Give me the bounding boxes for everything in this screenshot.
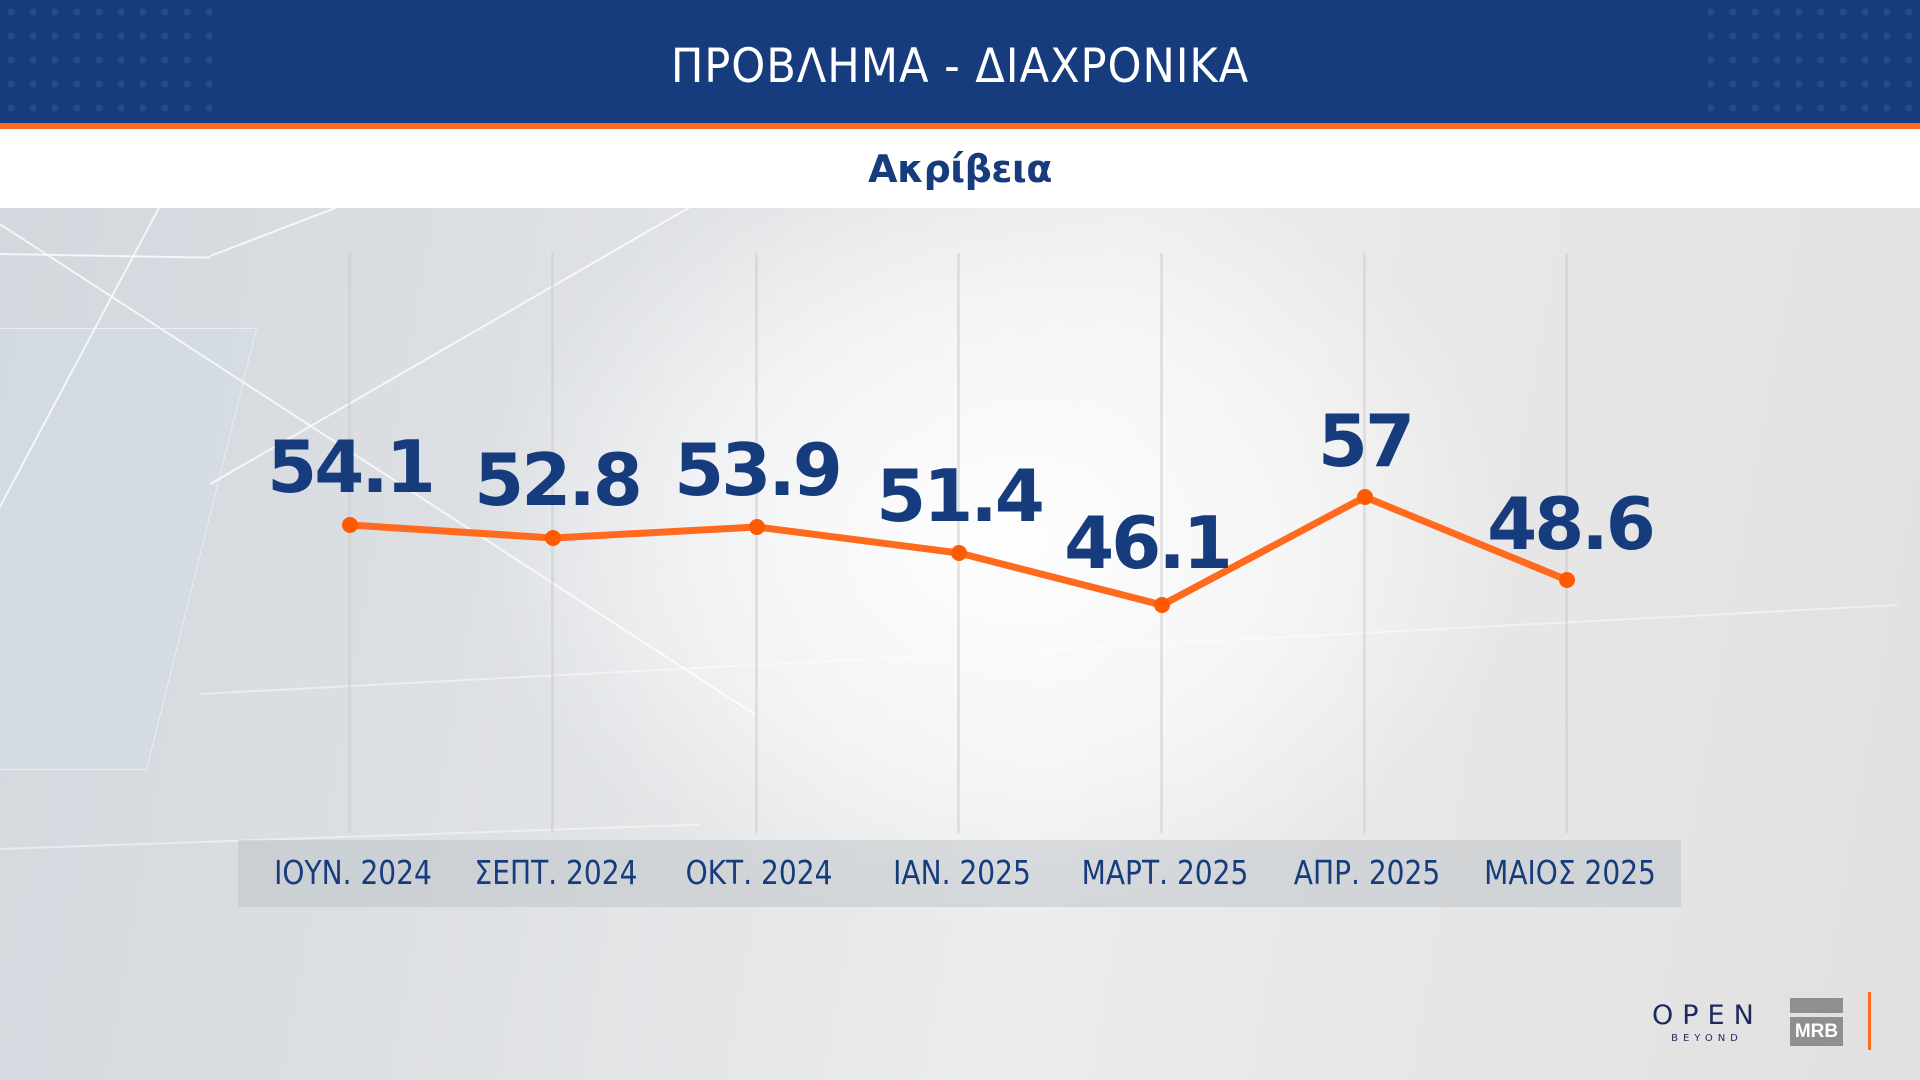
- mrb-logo-bar: [1790, 998, 1843, 1013]
- mrb-logo: MRB: [1790, 998, 1843, 1046]
- data-point-marker: [1154, 597, 1170, 613]
- data-label: 46.1: [1064, 501, 1233, 585]
- open-logo-wordmark: OPEN: [1652, 1000, 1763, 1031]
- gridline: [1160, 253, 1163, 833]
- data-label: 48.6: [1487, 482, 1656, 566]
- x-axis-label: ΙΑΝ. 2025: [893, 853, 1031, 892]
- data-label: 53.9: [674, 428, 843, 512]
- data-point-marker: [1559, 572, 1575, 588]
- chart-title: ΠΡΟΒΛΗΜΑ - ΔΙΑΧΡΟΝΙΚΑ: [670, 39, 1250, 94]
- data-label: 51.4: [876, 454, 1045, 538]
- gridline: [957, 253, 960, 833]
- x-axis-label: ΜΑΡΤ. 2025: [1081, 853, 1249, 892]
- mrb-logo-text: MRB: [1790, 1017, 1843, 1046]
- x-axis-band: [238, 840, 1681, 907]
- data-point-marker: [342, 517, 358, 533]
- subtitle-band: Ακρίβεια: [0, 129, 1920, 208]
- data-point-marker: [545, 530, 561, 546]
- x-axis-label: ΟΚΤ. 2024: [685, 853, 833, 892]
- header-texture-right: [1700, 0, 1920, 123]
- gridline: [1363, 253, 1366, 833]
- logo-divider-rule: [1868, 992, 1871, 1050]
- data-label: 57: [1317, 399, 1415, 483]
- open-logo-tagline: BEYOND: [1671, 1033, 1743, 1044]
- header-texture-left: [0, 0, 220, 123]
- header-accent-rule: [0, 123, 1920, 129]
- gridline: [755, 253, 758, 833]
- x-axis-label: ΙΟΥΝ. 2024: [274, 853, 432, 892]
- data-label: 52.8: [474, 438, 643, 522]
- data-point-marker: [749, 519, 765, 535]
- data-point-marker: [951, 545, 967, 561]
- data-point-marker: [1357, 489, 1373, 505]
- gridline: [1565, 253, 1568, 833]
- x-axis-label: ΑΠΡ. 2025: [1293, 853, 1441, 892]
- open-beyond-logo: OPEN BEYOND: [1652, 1002, 1762, 1046]
- x-axis-label: ΜΑΙΟΣ 2025: [1484, 853, 1656, 892]
- x-axis-label: ΣΕΠΤ. 2024: [474, 853, 638, 892]
- data-label: 54.1: [267, 425, 436, 509]
- chart-background: [0, 208, 1920, 1080]
- gridline: [348, 253, 351, 833]
- chart-subtitle: Ακρίβεια: [868, 146, 1052, 191]
- header-bar: ΠΡΟΒΛΗΜΑ - ΔΙΑΧΡΟΝΙΚΑ: [0, 0, 1920, 123]
